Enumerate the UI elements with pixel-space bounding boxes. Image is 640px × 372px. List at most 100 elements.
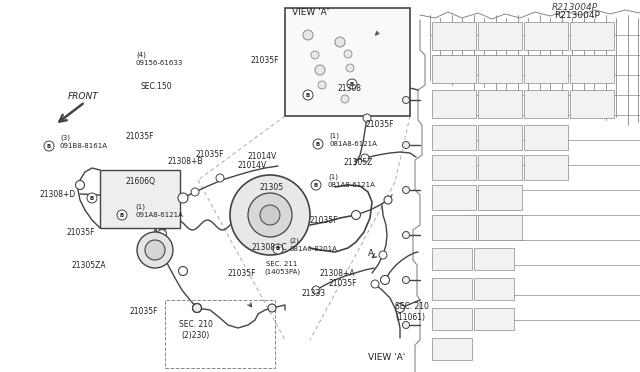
Circle shape [273, 244, 283, 254]
Bar [478, 155, 522, 180]
Text: SEC. 210
(11061): SEC. 210 (11061) [395, 302, 429, 322]
Circle shape [346, 64, 354, 72]
Circle shape [312, 286, 320, 294]
Bar [285, 8, 410, 116]
Bar [478, 22, 522, 50]
Circle shape [318, 81, 326, 89]
Text: 21308+D: 21308+D [40, 189, 76, 199]
Text: 081A6-8201A: 081A6-8201A [289, 246, 337, 252]
Circle shape [315, 65, 325, 75]
Bar [570, 22, 614, 50]
Text: SEC. 210
(2)230): SEC. 210 (2)230) [179, 320, 213, 340]
Text: B: B [306, 93, 310, 97]
Text: (3): (3) [60, 135, 70, 141]
Circle shape [361, 154, 369, 162]
Text: 21014V: 21014V [237, 160, 266, 170]
Circle shape [311, 180, 321, 190]
Bar [474, 248, 514, 270]
Text: 21305Z: 21305Z [344, 157, 373, 167]
Bar [432, 185, 476, 210]
Text: SEC. 211
(14053PA): SEC. 211 (14053PA) [264, 261, 300, 275]
Bar [432, 125, 476, 150]
Circle shape [381, 276, 390, 285]
Circle shape [137, 232, 173, 268]
Circle shape [179, 266, 188, 276]
Text: (1): (1) [329, 133, 339, 139]
Circle shape [341, 95, 349, 103]
Bar [524, 22, 568, 50]
Text: B: B [90, 196, 94, 201]
Text: 21035F: 21035F [228, 269, 257, 278]
Bar [478, 185, 522, 210]
Circle shape [347, 79, 357, 89]
Circle shape [303, 30, 313, 40]
Text: B: B [350, 81, 354, 87]
Circle shape [363, 114, 371, 122]
Bar [432, 55, 476, 83]
Bar [474, 308, 514, 330]
Bar [478, 125, 522, 150]
Bar [570, 90, 614, 118]
Circle shape [303, 90, 313, 100]
Circle shape [313, 139, 323, 149]
Text: B: B [47, 144, 51, 148]
Circle shape [87, 193, 97, 203]
Text: 21305: 21305 [260, 183, 284, 192]
Circle shape [76, 180, 84, 189]
Circle shape [216, 174, 224, 182]
Text: 21035F: 21035F [125, 131, 154, 141]
Text: 21035F: 21035F [251, 55, 279, 64]
Text: A: A [368, 250, 374, 259]
Text: 081A8-6121A: 081A8-6121A [329, 141, 377, 147]
Text: 091B8-8161A: 091B8-8161A [60, 143, 108, 149]
Circle shape [117, 210, 127, 220]
Bar [432, 248, 472, 270]
Bar [478, 90, 522, 118]
Circle shape [268, 304, 276, 312]
Text: (1): (1) [328, 174, 338, 180]
Text: 21035F: 21035F [328, 279, 357, 289]
Text: 21014V: 21014V [248, 151, 277, 160]
Text: VIEW 'A': VIEW 'A' [368, 353, 405, 362]
Text: R213004P: R213004P [554, 10, 600, 19]
Bar [524, 55, 568, 83]
Circle shape [311, 51, 319, 59]
Text: 21333: 21333 [302, 289, 326, 298]
Bar [432, 215, 476, 240]
Circle shape [403, 231, 410, 238]
Bar [524, 90, 568, 118]
Circle shape [191, 188, 199, 196]
Bar [100, 170, 180, 228]
Text: 091A8-6121A: 091A8-6121A [135, 212, 183, 218]
Bar [478, 215, 522, 240]
Text: 081A8-6121A: 081A8-6121A [328, 182, 376, 188]
Circle shape [379, 251, 387, 259]
Text: 09156-61633: 09156-61633 [136, 60, 184, 66]
Circle shape [344, 50, 352, 58]
Text: 21308+A: 21308+A [319, 269, 355, 278]
Circle shape [403, 96, 410, 103]
Text: B: B [314, 183, 318, 187]
Circle shape [335, 37, 345, 47]
Bar [432, 155, 476, 180]
Bar [524, 155, 568, 180]
Bar [165, 300, 275, 368]
Text: (2): (2) [289, 238, 299, 244]
Circle shape [384, 196, 392, 204]
Text: (1): (1) [135, 204, 145, 210]
Circle shape [371, 280, 379, 288]
Text: 21035F: 21035F [129, 308, 158, 317]
Circle shape [396, 304, 404, 312]
Text: VIEW 'A': VIEW 'A' [292, 7, 329, 16]
Text: FRONT: FRONT [68, 92, 99, 100]
Circle shape [145, 240, 165, 260]
Text: B: B [120, 212, 124, 218]
Text: 21035F: 21035F [195, 150, 223, 158]
Text: 21308: 21308 [337, 83, 361, 93]
Circle shape [403, 276, 410, 283]
Circle shape [403, 321, 410, 328]
Text: 21308+B: 21308+B [168, 157, 204, 166]
Text: 21035F: 21035F [366, 119, 394, 128]
Bar [432, 22, 476, 50]
Circle shape [260, 205, 280, 225]
